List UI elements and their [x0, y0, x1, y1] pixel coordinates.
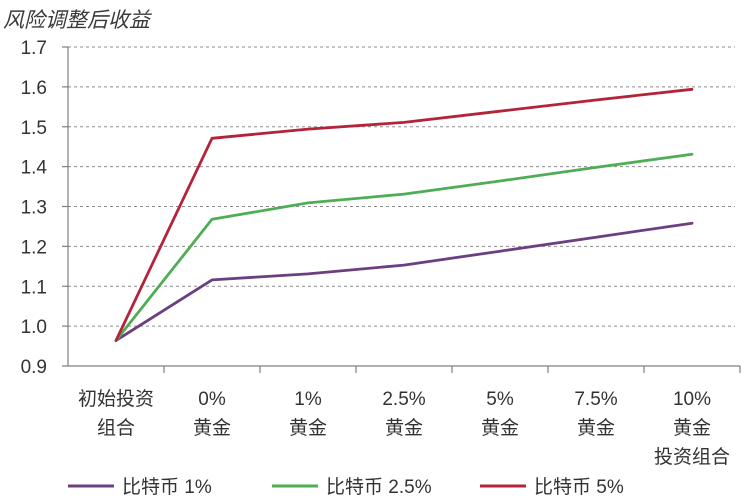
series-lines: [114, 87, 694, 342]
y-tick-label: 1.2: [21, 237, 47, 258]
x-tick-label: 初始投资组合: [78, 388, 154, 439]
x-tick-label: 7.5%黄金: [574, 389, 617, 439]
y-tick-label: 1.7: [21, 38, 47, 59]
series-line-1: [114, 221, 694, 342]
y-tick-label: 1.1: [21, 277, 47, 298]
y-tick-label: 1.3: [21, 198, 47, 219]
legend: 比特币 1% 比特币 2.5% 比特币 5%: [68, 476, 624, 498]
y-tick-label: 1.5: [21, 118, 47, 139]
y-axis-title: 风险调整后收益: [3, 9, 153, 32]
legend-label: 比特币 2.5%: [326, 476, 432, 498]
y-tick-label: 1.6: [21, 78, 47, 99]
x-tick-label: 2.5%黄金: [382, 389, 425, 439]
legend-label: 比特币 5%: [534, 476, 624, 498]
y-tick-label: 0.9: [21, 357, 47, 378]
x-tick-label: 5%黄金: [481, 389, 519, 439]
series-line-2: [114, 152, 694, 342]
y-tick-label: 1.0: [21, 317, 47, 338]
x-tick-label: 1%黄金: [289, 389, 327, 439]
x-tick-label: 0%黄金: [193, 389, 231, 439]
y-axis-ticks: 0.9 1.0 1.1 1.2 1.3 1.4 1.5 1.6 1.7: [21, 38, 68, 378]
x-axis-ticks: 初始投资组合 0%黄金 1%黄金 2.5%黄金 5%黄金 7.5%黄金 10%黄金投资组合: [78, 366, 741, 468]
gridlines: [68, 46, 735, 327]
legend-label: 比特币 1%: [122, 476, 212, 498]
y-tick-label: 1.4: [21, 158, 48, 179]
x-tick-label: 10%黄金投资组合: [654, 389, 730, 468]
